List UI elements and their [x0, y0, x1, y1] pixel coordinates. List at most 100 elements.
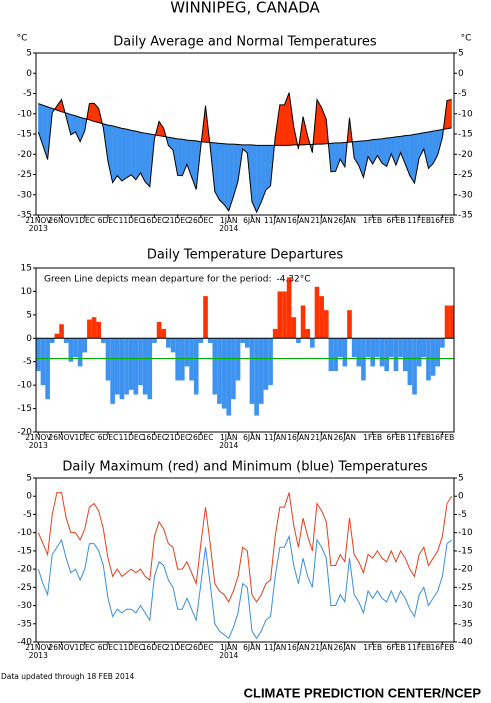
plot-frame	[35, 267, 455, 433]
x-tick-label: 11DEC	[119, 433, 144, 442]
x-tick-label: 21NOV 2013	[25, 643, 52, 660]
departure-fill	[112, 125, 118, 184]
x-tick-label: 11JAN	[264, 216, 286, 225]
x-tick-label: 26NOV	[49, 643, 76, 652]
plot-frame	[35, 52, 455, 216]
bar	[124, 338, 129, 395]
y-tick-label: -5	[23, 89, 32, 99]
departure-fill	[177, 138, 183, 176]
y2-tick-label: -40	[458, 638, 473, 648]
departure-fill	[330, 142, 336, 172]
x-tick-label: 1DEC	[75, 216, 96, 225]
bar	[296, 338, 301, 343]
y2-tick-label: 5	[458, 474, 464, 484]
x-tick-label: 21NOV 2013	[25, 433, 52, 450]
bar	[133, 338, 139, 395]
y-tick-label: -5	[23, 357, 32, 367]
x-tick-label: 26NOV	[49, 433, 76, 442]
y2-tick-label: -35	[458, 619, 473, 629]
bar	[101, 338, 106, 343]
bar	[398, 338, 403, 358]
y2-tick-label: -10	[458, 109, 473, 119]
bar	[384, 338, 389, 372]
bar	[235, 338, 241, 381]
x-tick-label: 11DEC	[119, 216, 144, 225]
bar	[347, 310, 352, 339]
bar	[207, 338, 213, 343]
x-tick-label: 1DEC	[75, 433, 96, 442]
bar	[179, 338, 185, 381]
bar	[291, 317, 297, 339]
bar	[212, 338, 218, 395]
bar	[189, 338, 194, 381]
x-tick-label: 11FEB	[407, 643, 431, 652]
bar	[221, 338, 227, 409]
departure-fill	[214, 142, 220, 201]
y2-tick-label: -25	[458, 583, 473, 593]
bar	[198, 338, 204, 343]
x-tick-label: 21NOV 2013	[25, 216, 52, 233]
bar	[249, 338, 255, 404]
x-tick-label: 16FEB	[431, 216, 455, 225]
y-tick-label: -35	[17, 619, 32, 629]
series-line	[37, 492, 453, 603]
x-tick-label: 16FEB	[431, 433, 455, 442]
bar	[323, 310, 329, 339]
bar	[217, 338, 222, 404]
bar	[416, 338, 422, 367]
y-tick-label: -30	[17, 601, 32, 611]
bar	[351, 338, 357, 358]
x-tick-label: 21DEC	[165, 216, 190, 225]
departure-fill	[144, 133, 150, 188]
bar	[82, 338, 88, 353]
x-tick-label: 26DEC	[188, 643, 213, 652]
x-tick-label: 1JAN 2014	[219, 216, 238, 233]
bar	[286, 277, 292, 339]
bar	[73, 338, 78, 358]
x-tick-label: 6JAN	[243, 216, 261, 225]
x-tick-label: 16DEC	[142, 433, 167, 442]
bar	[105, 338, 111, 381]
bar	[128, 338, 134, 390]
x-tick-label: 11JAN	[264, 643, 286, 652]
departure-fill	[70, 114, 76, 136]
x-tick-label: 21DEC	[165, 643, 190, 652]
y2-tick-label: -25	[458, 170, 473, 180]
departure-fill	[395, 136, 401, 166]
bar	[402, 338, 408, 372]
bar	[440, 338, 445, 348]
y2-tick-label: -20	[458, 565, 473, 575]
departure-fill	[414, 133, 420, 184]
departure-fill	[219, 143, 225, 205]
y-tick-label: 5	[26, 310, 32, 320]
bar	[314, 286, 320, 339]
bar	[310, 338, 315, 348]
y-tick-label: -15	[17, 130, 32, 140]
bar	[63, 338, 69, 343]
departure-fill	[228, 143, 234, 211]
bar	[147, 338, 153, 400]
bar	[87, 319, 92, 339]
x-tick-label: 16DEC	[142, 216, 167, 225]
bar	[430, 338, 436, 376]
y-tick-label: 15	[21, 264, 32, 274]
y2-tick-label: -20	[458, 150, 473, 160]
x-tick-label: 6DEC	[98, 216, 119, 225]
x-tick-label: 16FEB	[431, 643, 455, 652]
x-tick-label: 26DEC	[188, 433, 213, 442]
x-tick-label: 21DEC	[165, 433, 190, 442]
bar	[77, 338, 83, 367]
y-tick-label: -25	[17, 583, 32, 593]
departure-fill	[381, 137, 387, 167]
bar	[449, 305, 454, 339]
bar	[407, 338, 413, 386]
x-tick-label: 26JAN	[334, 433, 356, 442]
departure-fill	[279, 104, 285, 146]
y2-tick-label: -5	[458, 510, 467, 520]
bar	[166, 338, 171, 348]
x-tick-label: 16DEC	[142, 643, 167, 652]
bar	[96, 321, 102, 339]
departure-fill	[261, 145, 267, 203]
